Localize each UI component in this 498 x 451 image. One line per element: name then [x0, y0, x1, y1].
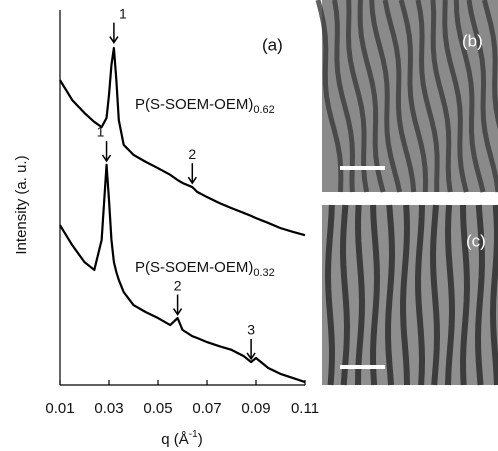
stripe	[398, 0, 429, 193]
annotation-label: 2	[174, 277, 182, 293]
stripe	[415, 204, 426, 386]
image-label: (c)	[466, 231, 486, 250]
annotation-label: 1	[119, 5, 127, 21]
y-axis-label: Intensity (a. u.)	[13, 155, 30, 254]
annotation-arrow	[109, 22, 119, 44]
series-name: P(S-SOEM-OEM)	[135, 259, 253, 276]
images	[315, 0, 498, 386]
stripe	[332, 0, 355, 193]
stripe	[382, 0, 417, 193]
stripe	[466, 0, 498, 193]
annotation-arrow	[246, 338, 256, 361]
stripe	[325, 204, 335, 386]
series-subscript: 0.62	[253, 104, 274, 116]
stripe	[445, 204, 455, 386]
stripe	[355, 204, 365, 386]
x-axis-label: q (Å-1)	[161, 429, 202, 448]
x-tick-label: 0.05	[143, 400, 172, 417]
stripe	[415, 0, 440, 193]
stripe	[453, 0, 486, 193]
x-axis-label-sup: -1	[189, 429, 198, 440]
annotation-label: 3	[247, 322, 255, 338]
annotation-arrow	[172, 294, 183, 316]
stripe	[400, 204, 410, 386]
series-label: P(S-SOEM-OEM)0.32	[135, 259, 275, 279]
annotation-label: 1	[97, 124, 105, 140]
series-line	[59, 163, 306, 384]
panel-label: (a)	[262, 35, 283, 54]
stripe	[357, 0, 386, 193]
stripe	[430, 204, 440, 386]
annotation-arrow	[101, 141, 112, 163]
stripe	[345, 0, 370, 193]
x-tick-label: 0.07	[192, 400, 221, 417]
x-tick-label: 0.03	[94, 400, 123, 417]
series-line	[59, 46, 306, 237]
x-tick-label: 0.11	[291, 400, 319, 417]
stripe	[370, 204, 380, 386]
annotation-label: 2	[188, 146, 196, 162]
series-subscript: 0.32	[253, 267, 274, 279]
stripe	[315, 0, 344, 193]
annotation-arrow	[187, 163, 197, 185]
stripe	[460, 204, 470, 386]
x-axis-label-end: )	[198, 431, 203, 448]
x-tick-label: 0.09	[241, 400, 270, 417]
image-label: (b)	[462, 31, 483, 50]
x-axis-label-main: q (Å	[161, 431, 189, 448]
stripe	[481, 0, 498, 130]
x-tick-label: 0.01	[45, 400, 74, 417]
stripe	[490, 204, 498, 386]
series-name: P(S-SOEM-OEM)	[135, 96, 253, 113]
stripe	[430, 0, 453, 193]
stripe	[475, 204, 485, 386]
series-label: P(S-SOEM-OEM)0.62	[135, 96, 275, 116]
stripe	[442, 0, 469, 193]
stripe	[369, 0, 403, 193]
stripe	[340, 204, 350, 386]
stripe	[385, 204, 396, 386]
